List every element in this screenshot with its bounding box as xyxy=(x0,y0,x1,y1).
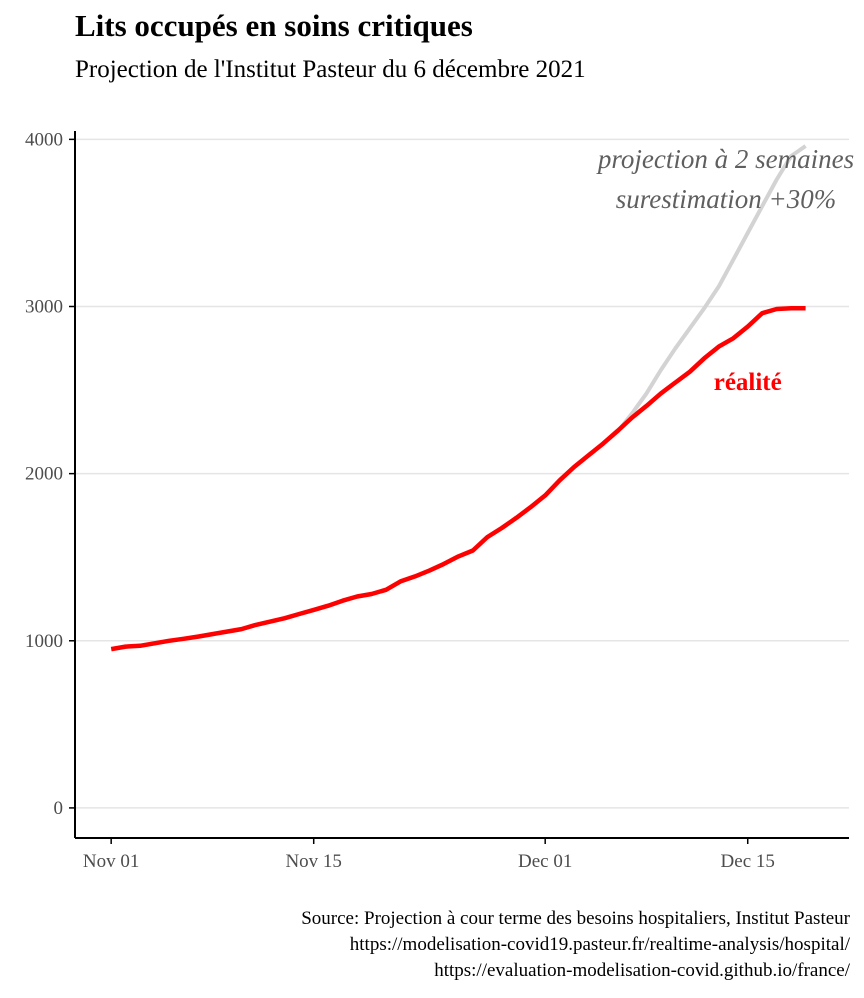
caption-source: Source: Projection à cour terme des beso… xyxy=(301,908,850,929)
x-tick-label-14: Nov 15 xyxy=(285,851,341,872)
x-tick-label-0: Nov 01 xyxy=(83,851,139,872)
y-tick-label-2000: 2000 xyxy=(25,464,63,485)
y-tick-label-4000: 4000 xyxy=(25,129,63,150)
x-tick-label-30: Dec 01 xyxy=(518,851,572,872)
y-tick-label-1000: 1000 xyxy=(25,631,63,652)
annotation-3: réalité xyxy=(714,369,782,396)
annotation-2: surestimation +30% xyxy=(616,184,836,214)
caption-url-evaluation[interactable]: https://evaluation-modelisation-covid.gi… xyxy=(434,960,850,981)
series-line-projection-a-2-semaines xyxy=(615,144,807,434)
caption-url-pasteur[interactable]: https://modelisation-covid19.pasteur.fr/… xyxy=(349,934,850,955)
y-tick-label-0: 0 xyxy=(54,798,64,819)
chart-subtitle: Projection de l'Institut Pasteur du 6 dé… xyxy=(75,56,586,83)
series-line-realite xyxy=(110,305,806,652)
x-tick-label-44: Dec 15 xyxy=(721,851,775,872)
annotation-1: projection à 2 semaines xyxy=(596,144,854,174)
y-tick-label-3000: 3000 xyxy=(25,296,63,317)
chart-title: Lits occupés en soins critiques xyxy=(75,8,473,43)
